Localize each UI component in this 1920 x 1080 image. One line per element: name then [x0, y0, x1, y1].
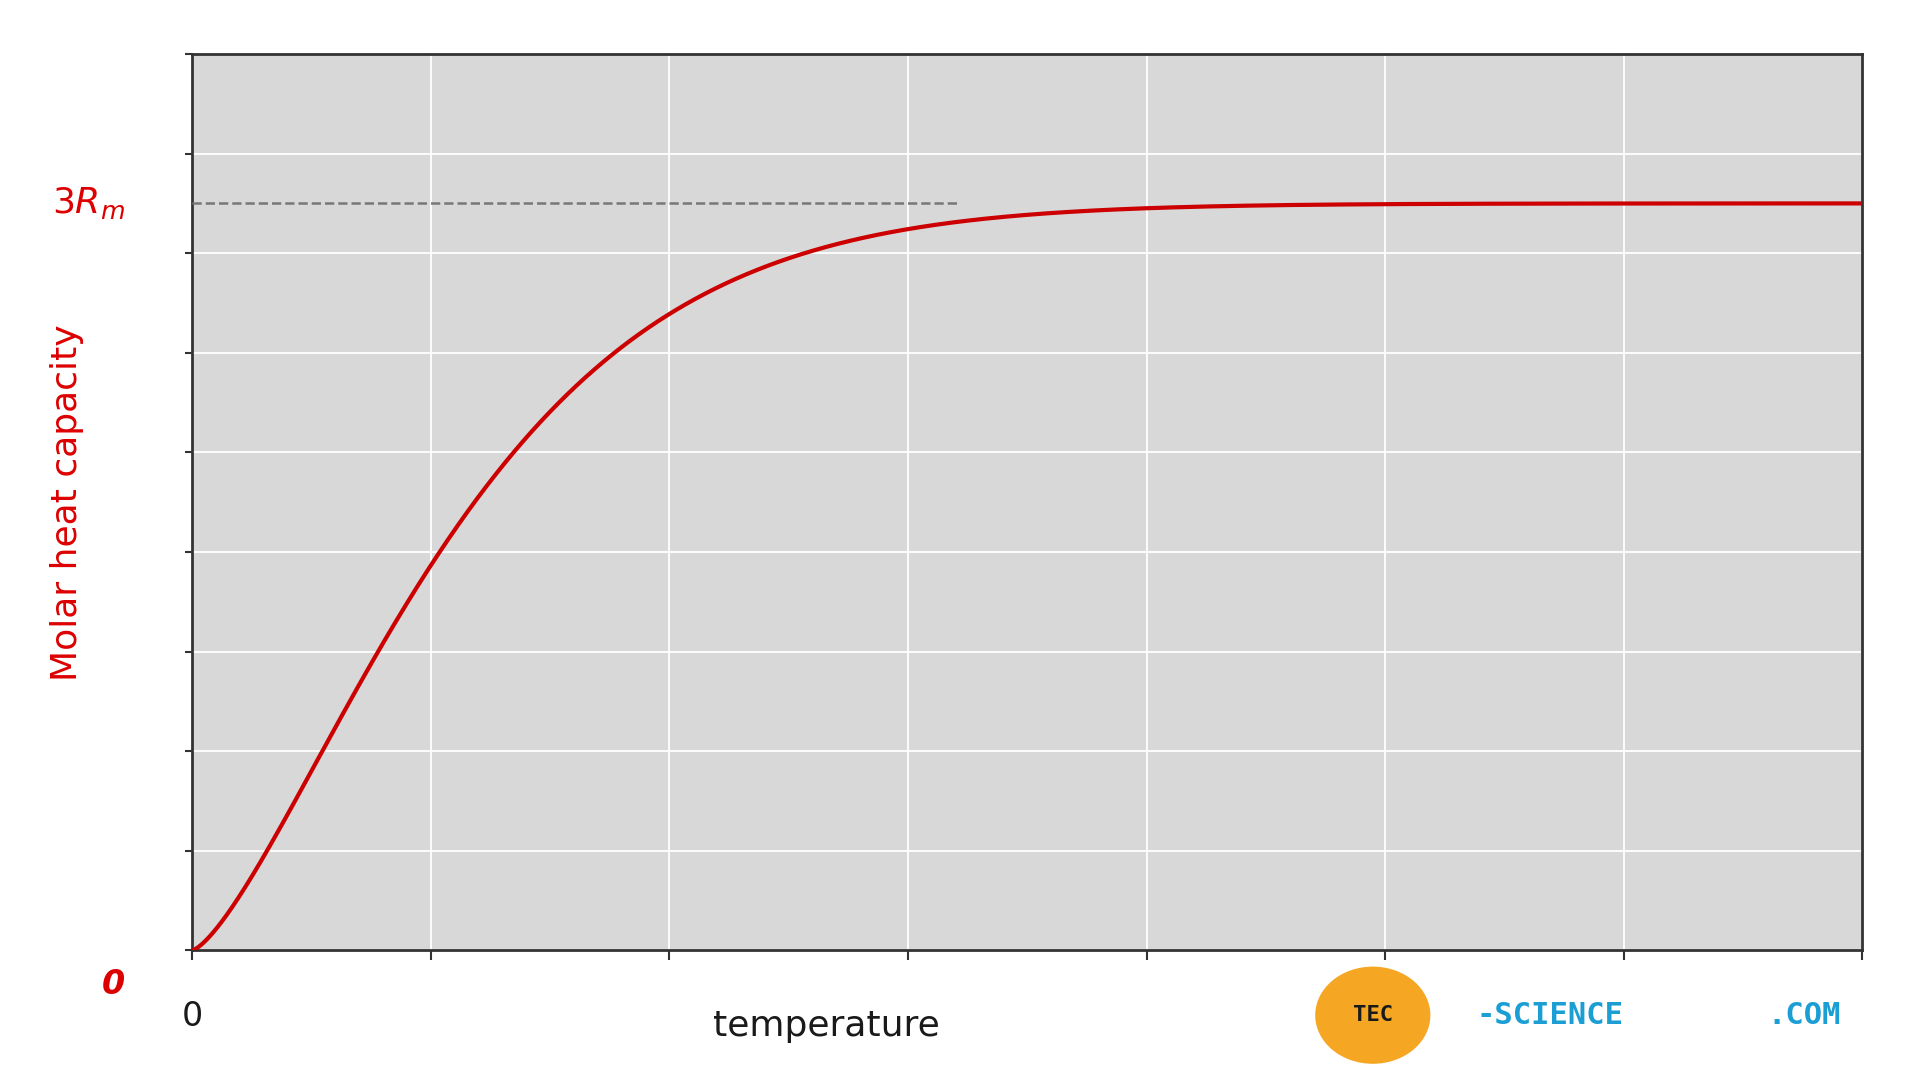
Text: .COM: .COM — [1766, 1001, 1841, 1029]
Ellipse shape — [1315, 967, 1430, 1064]
Text: TEC: TEC — [1354, 1005, 1392, 1025]
Text: $3R_m$: $3R_m$ — [52, 186, 125, 221]
Text: 0: 0 — [102, 969, 125, 1001]
Text: 0: 0 — [180, 1000, 204, 1032]
Text: temperature: temperature — [714, 1009, 941, 1042]
Text: -SCIENCE: -SCIENCE — [1476, 1001, 1624, 1029]
Text: Molar heat capacity: Molar heat capacity — [50, 324, 84, 680]
